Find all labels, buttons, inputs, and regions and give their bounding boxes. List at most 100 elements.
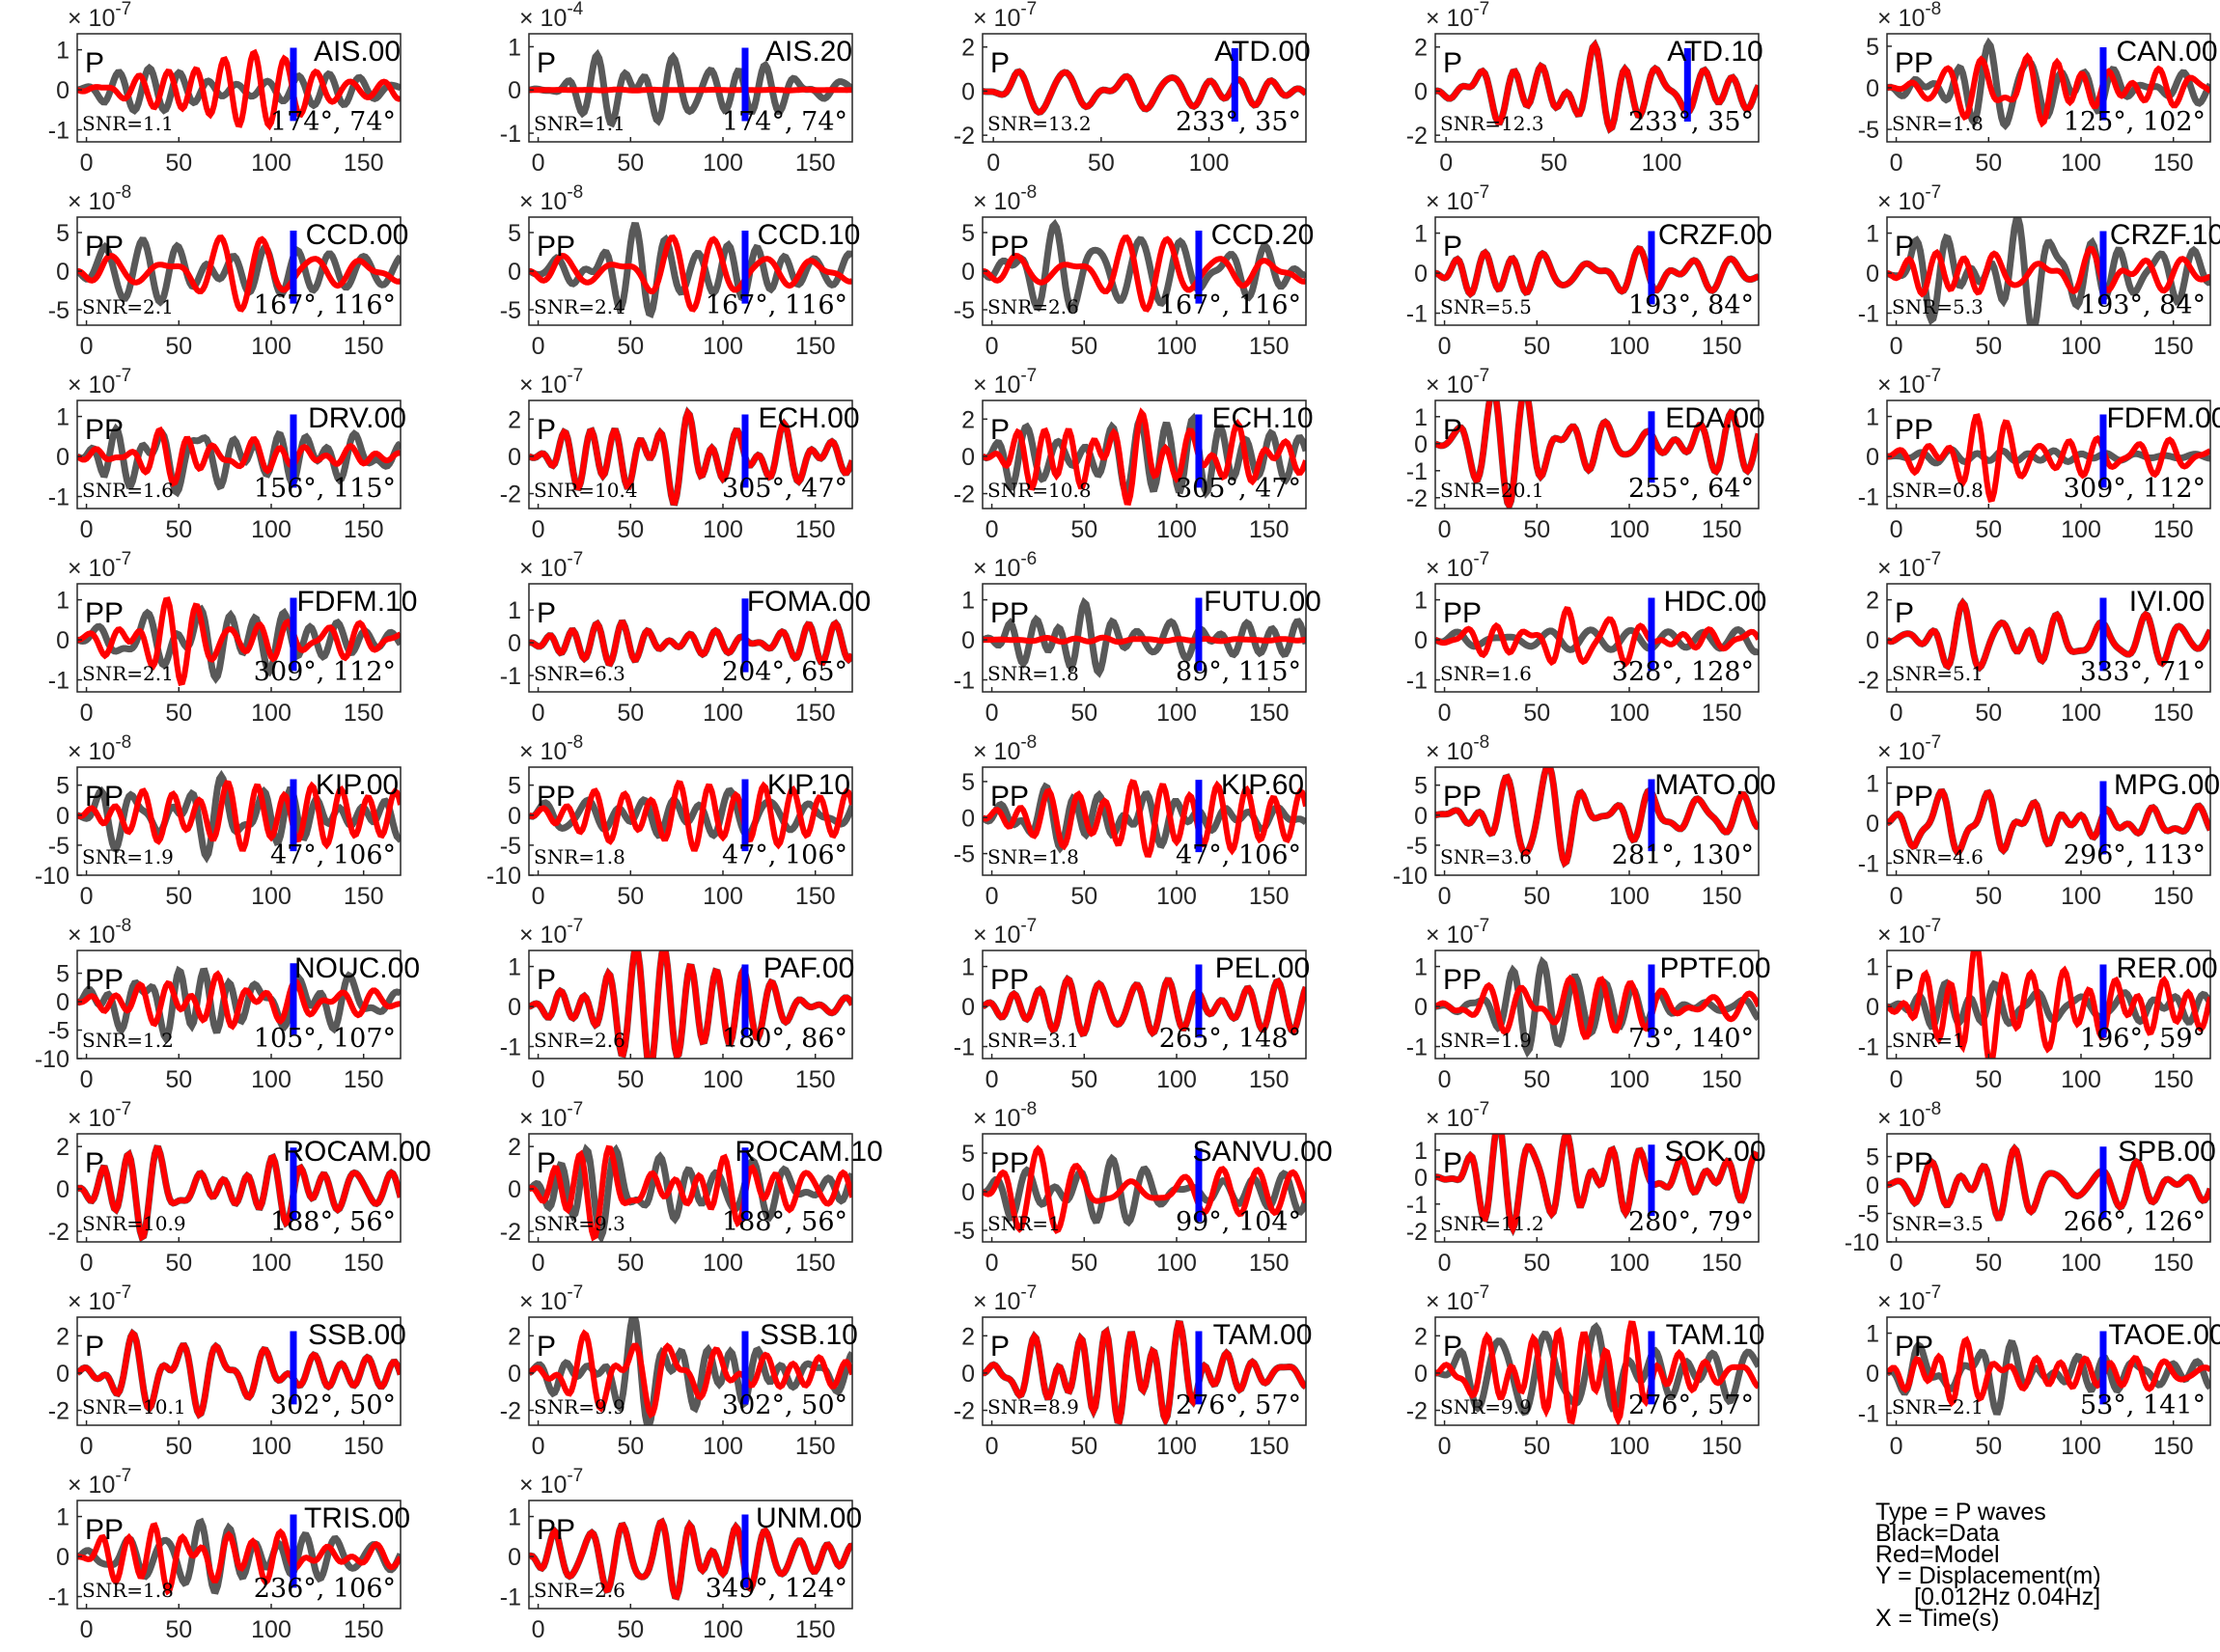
x-tick-label: 100	[1156, 883, 1197, 910]
panel-foma-00: 0 50 100 150 1 0 -1 × 10-7 P FOMA.00 SNR=6.3 204°, …	[500, 549, 871, 727]
y-tick-label: 0	[961, 1179, 975, 1206]
y-tick-label: 1	[508, 954, 521, 981]
y-exponent: × 10-8	[68, 916, 131, 949]
panel-ssb-10: 0 50 100 150 2 0 -2 × 10-7 P SSB.10 SNR=9.9 302°, 5…	[500, 1282, 858, 1460]
x-tick-label: 150	[1702, 333, 1742, 360]
azimuth-distance: 174°, 74°	[722, 107, 847, 137]
y-exponent: × 10-7	[519, 366, 583, 399]
y-tick-label: 0	[1866, 261, 1879, 288]
y-exponent: × 10-8	[973, 732, 1037, 765]
y-tick-label: 5	[56, 773, 69, 800]
snr-label: SNR=1.8	[82, 1579, 174, 1602]
y-exponent: × 10-7	[519, 1466, 583, 1499]
y-exponent-power: -6	[1020, 549, 1037, 569]
y-exponent: × 10-8	[1426, 732, 1489, 765]
snr-label: SNR=2.1	[1892, 1395, 1984, 1418]
snr-label: SNR=2.6	[534, 1579, 625, 1602]
model-trace	[1435, 1134, 1759, 1236]
y-tick-label: 2	[961, 1323, 975, 1350]
y-tick-label: 1	[508, 597, 521, 624]
x-tick-label: 50	[1523, 516, 1550, 543]
y-exponent: × 10-8	[68, 182, 131, 215]
snr-label: SNR=2.4	[534, 295, 625, 318]
snr-label: SNR=1.1	[82, 112, 174, 135]
y-tick-label: 2	[1866, 588, 1879, 615]
wave-type: PP	[537, 231, 575, 262]
model-trace	[1887, 413, 2210, 504]
axes-box	[1434, 950, 1760, 1060]
y-exponent: × 10-7	[1877, 366, 1941, 399]
panel-fdfm-00: 0 50 100 150 1 0 -1 × 10-7 PP FDFM.00 SNR=0.8 309°,…	[1858, 366, 2220, 543]
x-tick-label: 50	[1975, 1250, 2002, 1277]
y-tick-label: 1	[56, 1504, 69, 1531]
x-tick-label: 150	[2153, 516, 2194, 543]
x-tick-label: 100	[1609, 883, 1650, 910]
station-label: AIS.20	[765, 36, 852, 68]
model-trace	[1887, 950, 2210, 1059]
x-tick-label: 100	[251, 1066, 291, 1093]
wave-type: P	[537, 47, 556, 79]
x-tick-label: 50	[1070, 700, 1097, 727]
model-trace	[983, 407, 1306, 507]
x-tick-label: 100	[251, 1250, 291, 1277]
station-label: ROCAM.00	[283, 1136, 430, 1168]
y-tick-label: -5	[1406, 833, 1428, 860]
x-tick-label: 50	[617, 1066, 644, 1093]
x-tick-label: 0	[985, 700, 999, 727]
x-tick-label: 0	[532, 700, 545, 727]
panel-crzf-00: 0 50 100 150 1 0 -1 × 10-7 P CRZF.00 SNR=5.5 193°, …	[1406, 182, 1772, 360]
y-exponent-power: -7	[1925, 916, 1941, 936]
snr-label: SNR=9.3	[534, 1212, 625, 1235]
x-tick-label: 100	[2061, 700, 2101, 727]
x-tick-label: 150	[2153, 883, 2194, 910]
station-label: ATD.00	[1214, 36, 1310, 68]
x-tick-label: 0	[1438, 333, 1452, 360]
x-tick-label: 0	[80, 516, 94, 543]
station-label: UNM.00	[756, 1502, 862, 1534]
wave-type: PP	[85, 231, 124, 262]
y-exponent: × 10-7	[973, 366, 1037, 399]
x-tick-label: 100	[703, 1433, 743, 1460]
x-tick-label: 150	[1249, 1066, 1290, 1093]
snr-label: SNR=1.9	[82, 845, 174, 868]
y-tick-label: 2	[1414, 35, 1428, 62]
y-tick-label: -5	[954, 297, 975, 324]
station-label: TAM.10	[1666, 1319, 1765, 1351]
wave-type: PP	[990, 231, 1029, 262]
y-tick-label: -2	[1406, 123, 1428, 150]
x-tick-label: 100	[251, 700, 291, 727]
x-tick-label: 100	[1609, 516, 1650, 543]
snr-label: SNR=11.2	[1440, 1212, 1544, 1235]
y-exponent-power: -7	[1925, 1282, 1941, 1303]
axes-box	[982, 33, 1307, 143]
y-exponent: × 10-7	[68, 549, 131, 582]
x-tick-label: 100	[251, 333, 291, 360]
x-tick-label: 0	[985, 333, 999, 360]
wave-type: P	[85, 1147, 104, 1179]
y-tick-label: 0	[961, 805, 975, 832]
azimuth-distance: 99°, 104°	[1176, 1207, 1301, 1237]
snr-label: SNR=0.8	[1892, 479, 1984, 502]
panel-ais-20: 0 50 100 150 1 0 -1 × 10-4 P AIS.20 SNR=1.1 174°, 7…	[500, 0, 853, 177]
y-exponent-power: -7	[567, 916, 583, 936]
y-tick-label: 1	[56, 404, 69, 431]
wave-type: P	[1443, 414, 1462, 446]
x-tick-label: 50	[165, 516, 192, 543]
x-tick-label: 50	[617, 700, 644, 727]
y-exponent: × 10-7	[1426, 182, 1489, 215]
y-exponent-power: -7	[115, 1466, 131, 1486]
y-tick-label: -1	[1406, 668, 1428, 695]
axes-box	[982, 583, 1307, 693]
y-tick-label: 0	[56, 444, 69, 471]
x-tick-label: 150	[1249, 333, 1290, 360]
x-tick-label: 50	[1540, 150, 1568, 177]
model-trace	[1887, 1143, 2210, 1222]
y-tick-label: 0	[1866, 1361, 1879, 1388]
y-exponent: × 10-7	[973, 916, 1037, 949]
model-trace	[983, 975, 1306, 1037]
wave-type: PP	[1443, 781, 1482, 812]
azimuth-distance: 47°, 106°	[270, 840, 396, 870]
